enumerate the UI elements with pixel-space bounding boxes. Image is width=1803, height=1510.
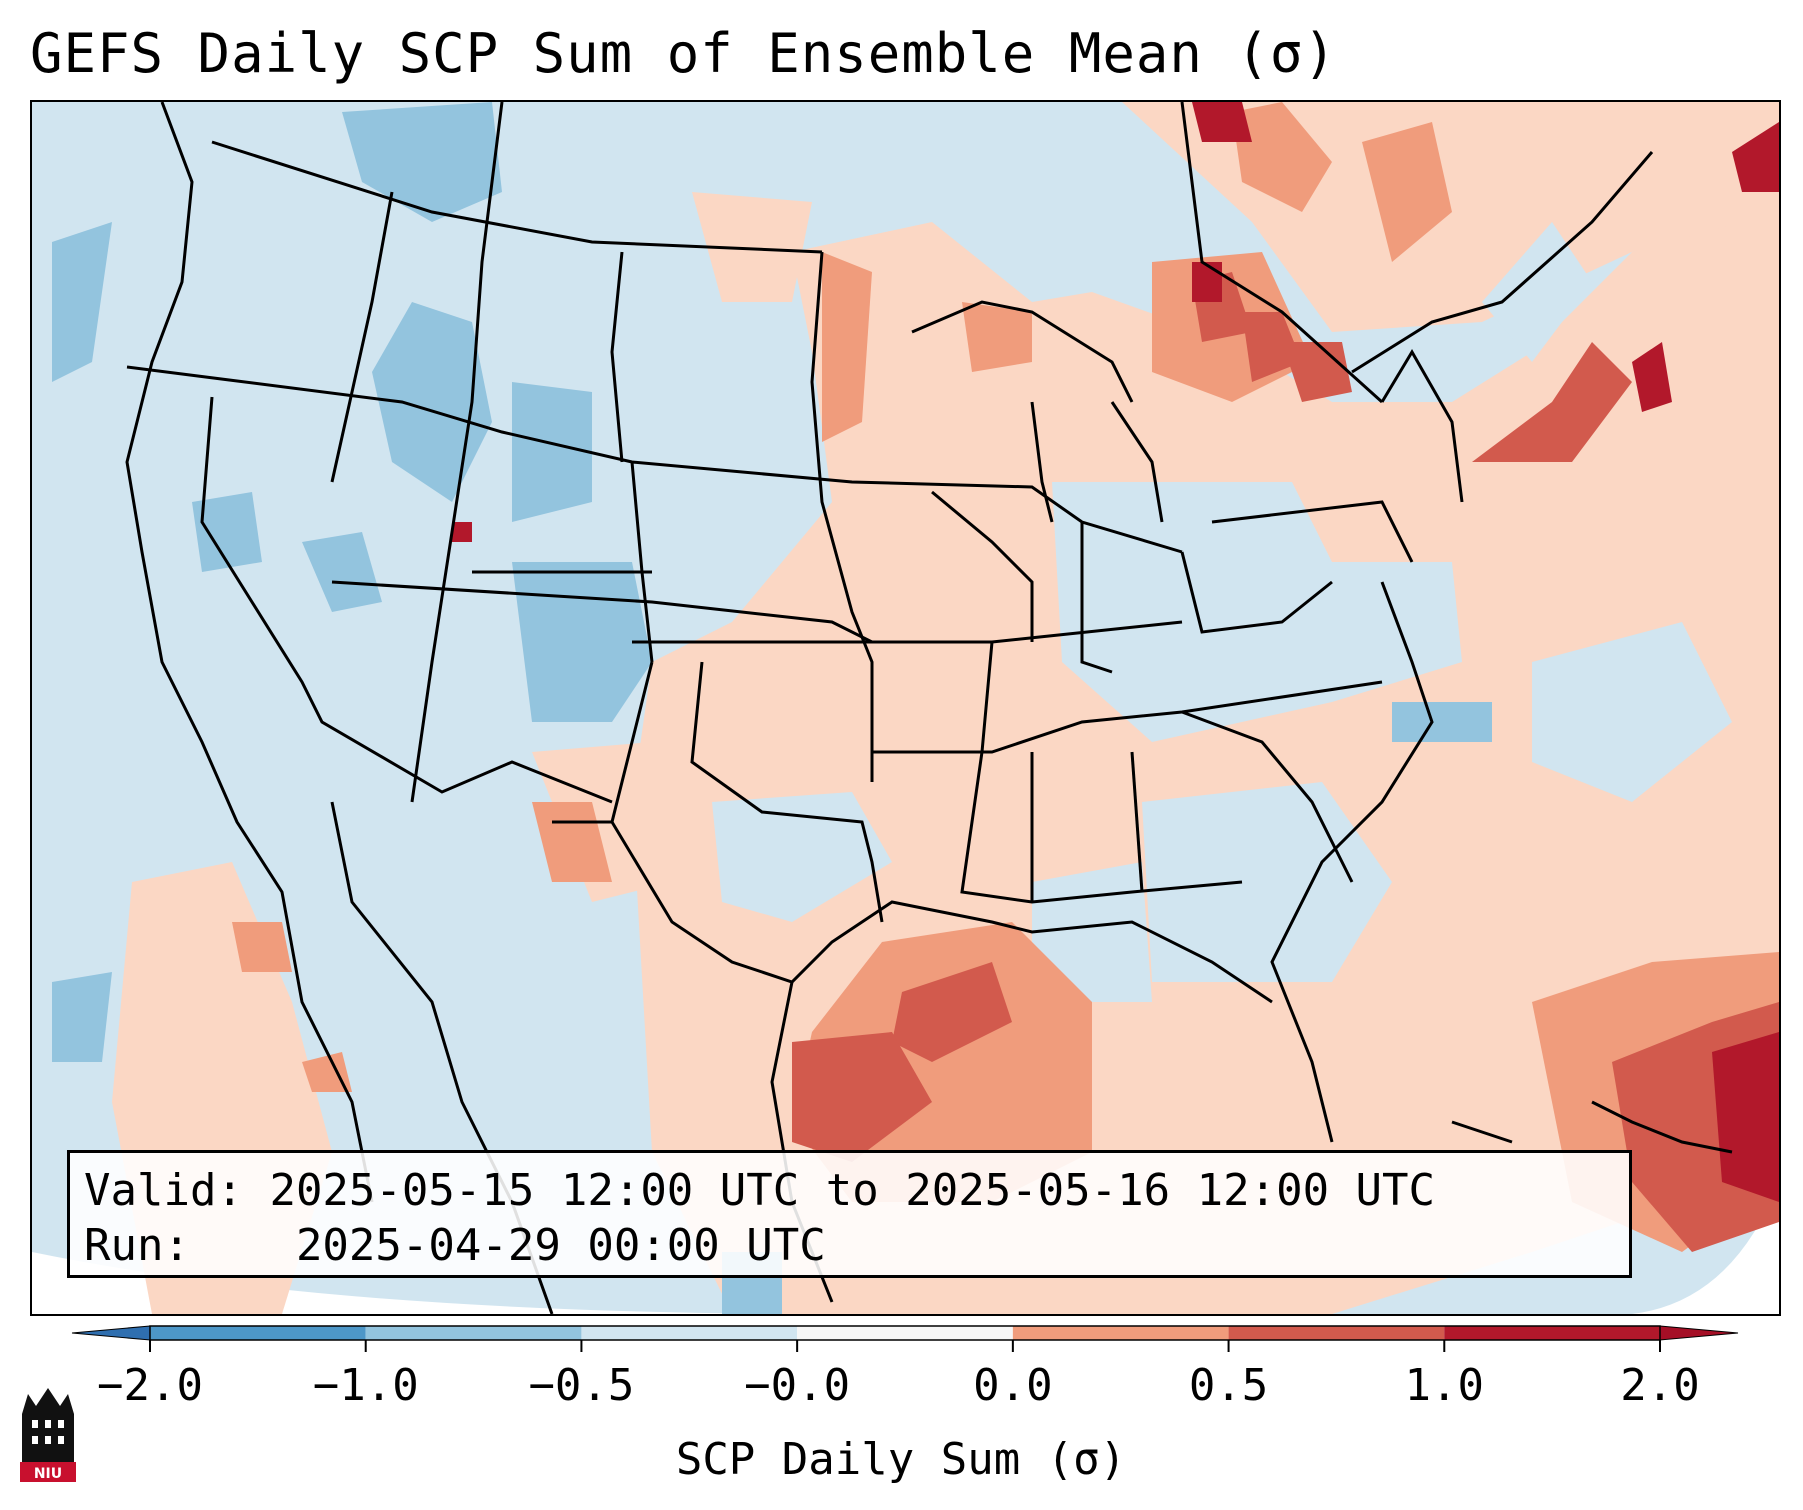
map-panel [30,100,1781,1316]
colorbar-tick-label: 1.0 [1405,1360,1484,1411]
colorbar-ticks: −2.0 −1.0 −0.5 −0.0 0.0 0.5 1.0 2.0 [97,1340,1700,1411]
colorbar-segment [1444,1326,1660,1340]
negative-regions [52,102,1492,1314]
colorbar-segment [581,1326,798,1340]
state-boundaries [125,102,1733,1314]
colorbar-label: SCP Daily Sum (σ) [676,1434,1126,1485]
run-value: 2025-04-29 00:00 UTC [295,1220,826,1271]
colorbar-segments [71,1325,1739,1341]
colorbar-segment [1228,1326,1445,1340]
page-title: GEFS Daily SCP Sum of Ensemble Mean (σ) [30,22,1337,85]
niu-logo-icon: NIU [20,1388,76,1482]
map-svg [32,102,1779,1314]
niu-logo: NIU [18,1384,78,1484]
colorbar-outline [149,1325,1661,1341]
colorbar-segment [150,1326,366,1340]
positive-extreme-regions [452,102,1779,1202]
colorbar-segment [797,1326,1013,1340]
run-label: Run: [84,1220,190,1271]
valid-value: 2025-05-15 12:00 UTC to 2025-05-16 12:00… [269,1165,1436,1216]
colorbar-extend-low [71,1325,151,1341]
colorbar-tick-label: 0.5 [1189,1360,1268,1411]
neutral-islands [712,222,1732,1002]
colorbar-tick-label: −2.0 [97,1360,203,1411]
colorbar-tick-label: 0.0 [973,1360,1052,1411]
colorbar-segment [1012,1326,1229,1340]
colorbar-tick-label: 2.0 [1620,1360,1699,1411]
valid-label: Valid: [84,1165,243,1216]
colorbar-tick-label: −1.0 [313,1360,419,1411]
colorbar-extend-high [1659,1325,1739,1341]
colorbar-svg: −2.0 −1.0 −0.5 −0.0 0.0 0.5 1.0 2.0 SCP Daily S… [71,1325,1739,1485]
valid-run-info-box: Valid: 2025-05-15 12:00 UTC to 2025-05-1… [67,1150,1632,1278]
colorbar-tick-label: −0.5 [528,1360,634,1411]
svg-text:NIU: NIU [34,1466,62,1482]
colorbar-tick-label: −0.0 [744,1360,850,1411]
colorbar: −2.0 −1.0 −0.5 −0.0 0.0 0.5 1.0 2.0 SCP Daily S… [0,1316,1803,1506]
colorbar-segment [365,1326,582,1340]
